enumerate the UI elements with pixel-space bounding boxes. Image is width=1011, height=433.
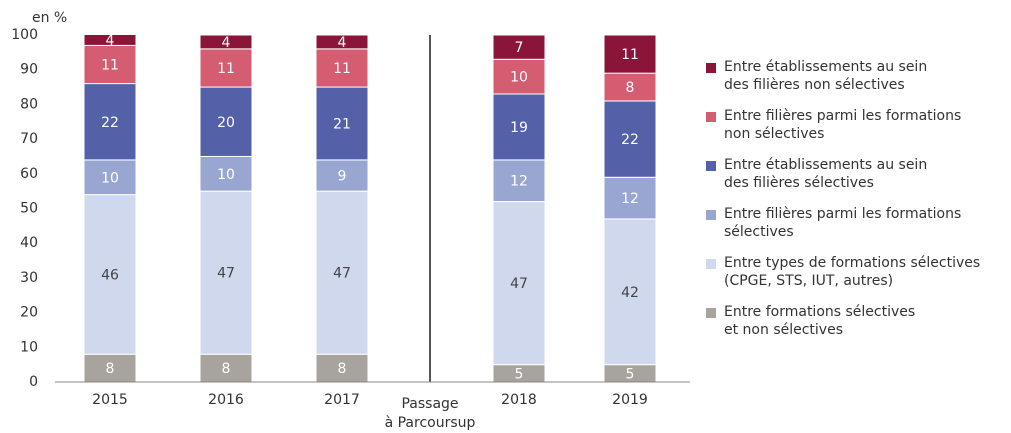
bar-segment [315,35,369,50]
x-tick-label: 2016 [208,392,244,408]
legend-label: Entre filières parmi les formations non … [724,108,962,142]
data-label: 12 [621,191,639,207]
legend-label: Entre types de formations sélectives (CP… [724,255,981,289]
data-label: 7 [515,40,524,56]
legend-item: Entre types de formations sélectives (CP… [706,254,1006,290]
y-tick-label: 60 [20,166,38,182]
data-label: 11 [101,57,119,73]
bar-segment [199,48,253,88]
data-label: 8 [222,361,231,377]
legend-item: Entre formations sélectives et non sélec… [706,303,1006,339]
data-label: 47 [217,266,235,282]
bar-segment [603,72,657,102]
bar-segment [83,35,137,46]
bar-segment [83,44,137,85]
legend-label: Entre établissements au sein des filière… [724,59,928,93]
legend-label: Entre établissements au sein des filière… [724,157,928,191]
x-tick-label: 2015 [92,392,128,408]
data-label: 11 [333,61,351,77]
data-label: 12 [510,174,528,190]
y-axis-label: en % [32,10,67,26]
data-label: 22 [101,115,119,131]
legend-swatch [706,259,716,269]
legend-swatch [706,161,716,171]
data-label: 5 [515,366,524,382]
y-tick-label: 20 [20,305,38,321]
y-tick-label: 30 [20,270,38,286]
y-tick-label: 0 [29,374,38,390]
bar-segment [492,93,546,161]
x-tick-label: 2017 [324,392,360,408]
chart: en % 0 10 20 30 40 50 60 70 80 90 100 2015 8 46 10 22 11… [11,10,690,408]
data-label: 46 [101,267,119,283]
bar-segment [199,155,253,192]
bar-segment [315,159,369,192]
data-label: 10 [101,170,119,186]
data-label: 10 [217,167,235,183]
annotation-line: à Parcoursup [384,415,476,431]
y-tick-label: 80 [20,96,38,112]
legend: Entre établissements au sein des filière… [706,58,1006,352]
y-tick-label: 70 [20,131,38,147]
legend-swatch [706,63,716,73]
y-tick-label: 90 [20,62,38,78]
y-tick-label: 50 [20,201,38,217]
bar-segment [603,100,657,178]
legend-swatch [706,112,716,122]
legend-swatch [706,210,716,220]
y-tick-label: 100 [11,27,38,43]
data-label: 4 [106,33,115,49]
legend-item: Entre établissements au sein des filière… [706,156,1006,192]
x-tick-label: 2018 [501,392,537,408]
bar-segment [83,353,137,382]
data-label: 22 [621,132,639,148]
bar-segment [83,83,137,161]
bar-segment [199,190,253,355]
data-label: 19 [510,120,528,136]
data-label: 42 [621,285,639,301]
annotation: Passage à Parcoursup [380,395,480,433]
legend-swatch [706,308,716,318]
data-label: 21 [333,116,351,132]
legend-label: Entre filières parmi les formations séle… [724,206,962,240]
bar-segment [492,201,546,366]
data-label: 47 [510,276,528,292]
bar-segment [315,190,369,355]
legend-item: Entre filières parmi les formations séle… [706,205,1006,241]
bar-segment [83,194,137,355]
bar-segment [492,35,546,60]
data-label: 4 [338,35,347,51]
annotation-line: Passage [401,396,459,412]
data-label: 8 [626,80,635,96]
y-tick-label: 10 [20,339,38,355]
bar-segment [199,353,253,382]
data-label: 10 [510,70,528,86]
bar-segment [603,176,657,220]
bar-segment [199,35,253,50]
bar-segment [603,218,657,366]
data-label: 8 [338,361,347,377]
x-tick-label: 2019 [612,392,648,408]
legend-item: Entre établissements au sein des filière… [706,58,1006,94]
data-label: 8 [106,361,115,377]
data-label: 4 [222,35,231,51]
bar-segment [199,86,253,157]
data-label: 20 [217,115,235,131]
data-label: 11 [621,47,639,63]
data-label: 5 [626,366,635,382]
legend-label: Entre formations sélectives et non sélec… [724,304,916,338]
legend-item: Entre filières parmi les formations non … [706,107,1006,143]
bar-segment [315,353,369,382]
bar-segment [315,48,369,88]
data-label: 11 [217,61,235,77]
bar-segment [492,159,546,203]
bar-segment [492,58,546,95]
data-label: 9 [338,169,347,185]
y-tick-label: 40 [20,235,38,251]
bar-segment [603,35,657,74]
data-label: 47 [333,266,351,282]
